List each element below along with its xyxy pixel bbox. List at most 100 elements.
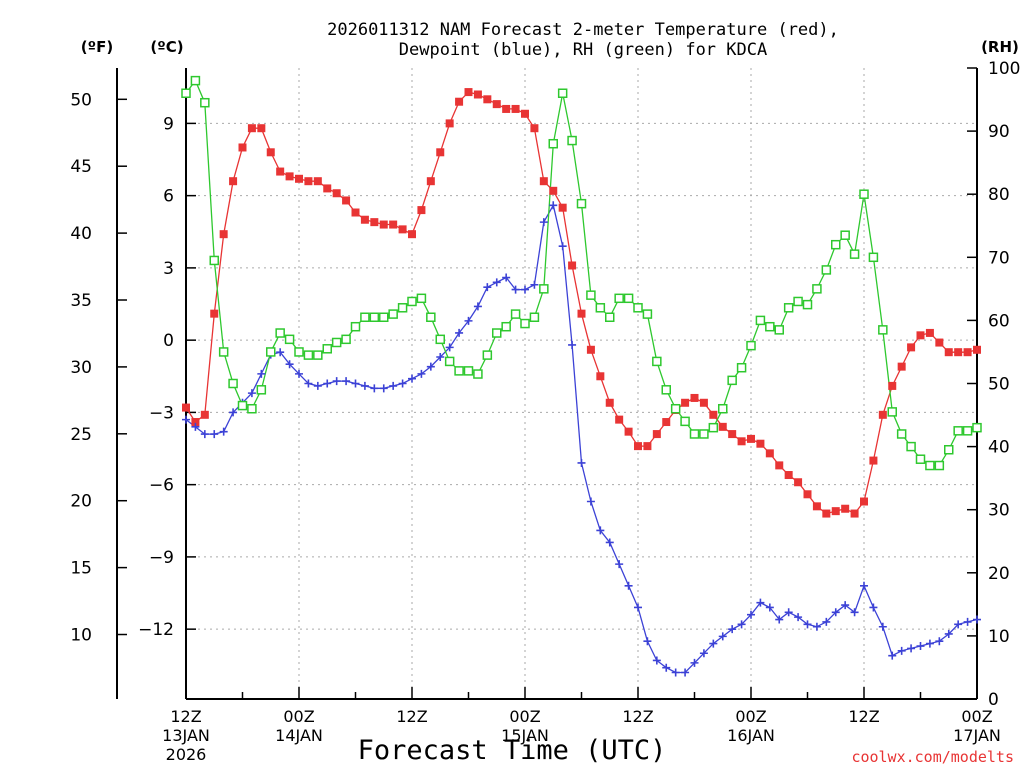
temperature-point	[756, 439, 765, 448]
temperature-point	[728, 430, 737, 439]
rh-point	[887, 407, 897, 417]
dewpoint-point	[718, 632, 727, 641]
dewpoint-point	[323, 379, 332, 388]
rh-point	[925, 460, 935, 471]
rh-point	[623, 293, 634, 304]
temperature-point	[295, 174, 303, 183]
temperature-point	[699, 398, 708, 407]
rh-tick-label: 40	[988, 438, 1010, 458]
dewpoint-point	[954, 620, 963, 629]
dewpoint-point	[313, 381, 322, 390]
temperature-point	[408, 230, 416, 239]
rh-point	[576, 198, 587, 209]
celsius-tick-label: 6	[163, 187, 174, 207]
rh-point	[256, 385, 267, 395]
chart-title-line1: 2026011312 NAM Forecast 2-meter Temperat…	[327, 20, 839, 40]
rh-point	[501, 321, 511, 332]
temperature-point	[539, 177, 548, 186]
dewpoint-point	[351, 379, 360, 388]
rh-tick-label: 100	[988, 59, 1020, 79]
celsius-tick-label: −3	[149, 403, 174, 423]
rh-point	[482, 350, 493, 360]
x-tick-label-time: 00Z	[283, 707, 314, 726]
temperature-point	[794, 478, 803, 487]
axis-ticks: 5045403530252015109630−3−6−9−12100908070…	[70, 59, 1020, 764]
x-tick-label-time: 00Z	[509, 707, 540, 726]
rh-point	[539, 284, 549, 294]
temperature-point	[841, 504, 850, 513]
dewpoint-point	[878, 622, 887, 631]
temperature-point	[897, 362, 906, 371]
rh-point	[200, 97, 210, 108]
temperature-point	[812, 502, 821, 511]
temperature-point	[182, 403, 190, 412]
dewpoint-point	[699, 649, 708, 658]
fahrenheit-tick-label: 30	[70, 358, 92, 378]
temperature-point	[605, 398, 614, 407]
temperature-point	[370, 218, 379, 227]
rh-point	[557, 88, 568, 98]
rh-point	[435, 334, 445, 345]
rh-tick-label: 80	[988, 185, 1010, 205]
temperature-point	[831, 507, 840, 516]
dewpoint-point	[568, 340, 577, 349]
rh-point	[444, 356, 455, 367]
rh-point	[661, 385, 671, 395]
dewpoint-point	[521, 285, 529, 294]
dewpoint-point	[586, 497, 595, 506]
x-tick-label-time: 00Z	[961, 707, 992, 726]
dewpoint-point	[794, 613, 803, 622]
temperature-point	[935, 338, 944, 347]
credit-text: coolwx.com/modelts	[851, 748, 1014, 766]
series-markers	[181, 75, 982, 677]
dewpoint-point	[652, 656, 661, 665]
dewpoint-point	[455, 328, 464, 337]
dewpoint-point	[973, 615, 981, 624]
rh-tick-label: 90	[988, 122, 1010, 142]
temperature-point	[652, 430, 661, 439]
rh-tick-label: 20	[988, 564, 1010, 584]
dewpoint-point	[925, 639, 934, 648]
fahrenheit-tick-label: 10	[70, 626, 92, 646]
dewpoint-point	[831, 608, 840, 617]
temperature-point	[615, 415, 624, 424]
dewpoint-point	[869, 603, 878, 612]
temperature-point	[323, 184, 332, 193]
temperature-point	[200, 410, 209, 419]
dewpoint-point	[634, 603, 642, 612]
dewpoint-point	[850, 608, 859, 617]
dewpoint-point	[276, 348, 285, 357]
celsius-tick-label: −9	[149, 548, 174, 568]
x-tick-label-date: 15JAN	[501, 726, 549, 745]
dewpoint-point	[897, 646, 906, 655]
rh-point	[614, 293, 624, 304]
temperature-point	[822, 509, 831, 518]
temperature-point	[596, 372, 605, 381]
dewpoint-point	[916, 642, 925, 651]
rh-point	[473, 369, 483, 379]
temperature-line	[185, 91, 978, 515]
temperature-point	[634, 442, 642, 451]
temperature-point	[662, 418, 671, 427]
temperature-point	[304, 177, 313, 186]
dewpoint-point	[605, 538, 614, 547]
rh-point	[407, 296, 417, 307]
temperature-point	[643, 442, 652, 451]
x-tick-label-date: 14JAN	[275, 726, 323, 745]
temperature-point	[445, 119, 454, 128]
dewpoint-point	[775, 615, 784, 624]
dewpoint-point	[577, 458, 586, 467]
rh-tick-label: 60	[988, 311, 1010, 331]
dewpoint-point	[285, 360, 294, 369]
temperature-point	[229, 177, 238, 186]
rh-point	[426, 312, 436, 322]
rh-point	[906, 441, 916, 452]
rh-point	[953, 426, 963, 436]
temperature-point	[916, 331, 925, 340]
dewpoint-point	[191, 422, 200, 431]
temperature-point	[963, 348, 972, 357]
rh-point	[699, 429, 709, 439]
rh-point	[228, 378, 238, 389]
temperature-point	[568, 261, 577, 270]
x-tick-label-date: 17JAN	[953, 726, 1001, 745]
